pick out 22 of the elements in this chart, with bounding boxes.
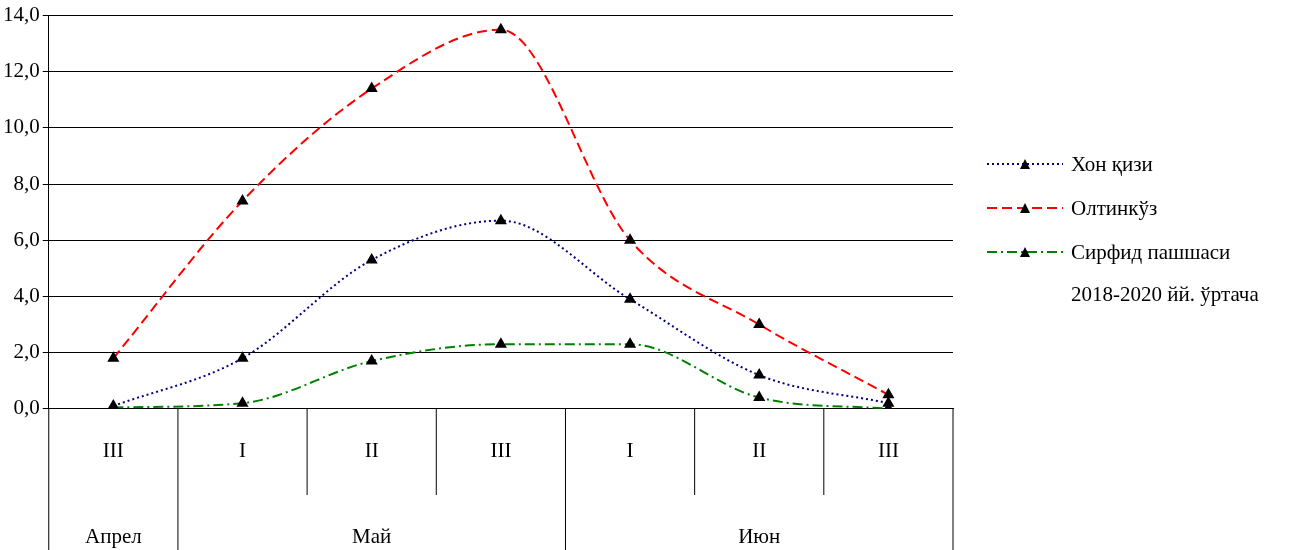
x-tick-label: I: [626, 437, 634, 462]
y-tick-label: 14,0: [3, 2, 40, 27]
y-tick-label: 4,0: [13, 282, 40, 307]
y-tick-label: 12,0: [3, 58, 40, 83]
x-tick-label: III: [102, 437, 124, 462]
x-tick-label: III: [877, 437, 899, 462]
x-tick-label: II: [364, 437, 379, 462]
text: 2018-2020 йй. ўртача: [1070, 280, 1259, 308]
x-tick-label: I: [239, 437, 247, 462]
x-tick-label: III: [490, 437, 512, 462]
y-tick-label: 6,0: [13, 226, 40, 251]
y-tick-label: 2,0: [13, 339, 40, 364]
text: Май: [352, 523, 392, 548]
legend-label: Сирфид пашшаси: [1071, 239, 1231, 265]
text: Июн: [738, 523, 781, 548]
legend-label: Олтинкўз: [1071, 195, 1158, 221]
y-tick-label: 8,0: [13, 170, 40, 195]
text: Апрел: [84, 523, 142, 548]
x-tick-label: II: [752, 437, 767, 462]
legend-label: Хон қизи: [1071, 151, 1153, 177]
y-tick-label: 10,0: [3, 114, 40, 139]
y-tick-label: 0,0: [13, 395, 40, 420]
